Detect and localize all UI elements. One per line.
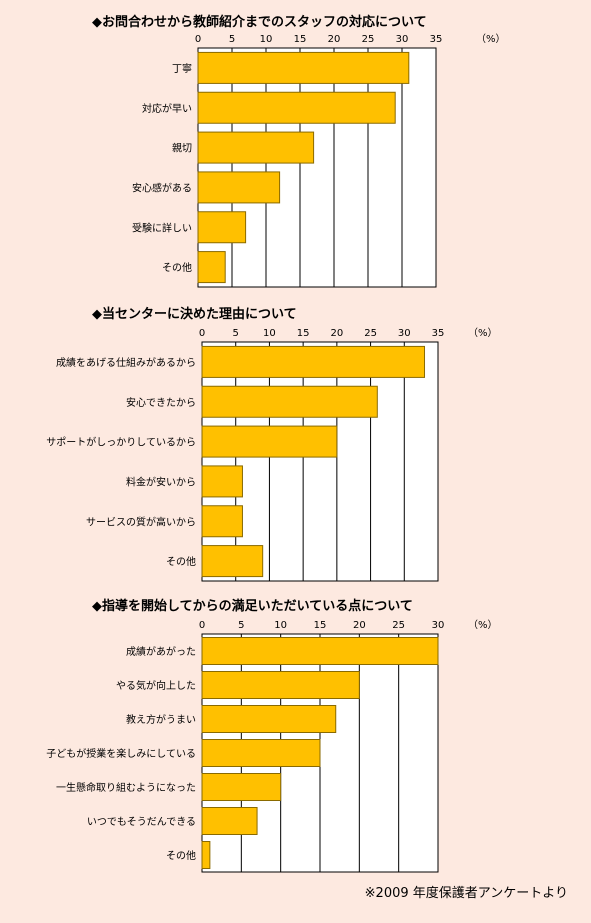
category-label: 成績があがった — [126, 645, 196, 658]
bar — [201, 385, 378, 418]
x-tick-label: 10 — [260, 34, 273, 45]
x-tick-label: 5 — [238, 620, 244, 631]
bar — [201, 505, 243, 538]
category-label: 安心できたから — [126, 396, 196, 409]
category-label: 安心感がある — [132, 181, 192, 194]
plot-area — [197, 47, 437, 288]
category-label: その他 — [162, 261, 192, 274]
chart-title: ◆指導を開始してからの満足いただいている点について — [92, 598, 413, 614]
unit-label: （%） — [476, 33, 506, 45]
bar — [201, 671, 360, 699]
category-label: 丁寧 — [172, 62, 192, 75]
chart-satisfaction-points: ◆指導を開始してからの満足いただいている点について 0 5 10 15 20 25 30 （%）… — [46, 598, 498, 873]
category-label: 料金が安いから — [126, 475, 196, 488]
bar — [201, 807, 258, 835]
category-label: その他 — [166, 555, 196, 568]
bar — [201, 345, 426, 378]
x-tick-label: 0 — [199, 620, 205, 631]
x-tick-label: 30 — [432, 620, 445, 631]
category-label: サービスの質が高いから — [86, 515, 196, 528]
bar — [197, 131, 315, 164]
bar — [201, 637, 439, 665]
category-label: 成績をあげる仕組みがあるから — [56, 356, 196, 369]
category-label: 対応が早い — [142, 102, 192, 115]
category-label: 子どもが授業を楽しみにしている — [46, 747, 196, 760]
category-label: 教え方がうまい — [126, 713, 196, 726]
x-tick-label: 35 — [432, 328, 445, 339]
x-tick-label: 35 — [430, 34, 443, 45]
category-label: 受験に詳しい — [132, 221, 192, 234]
x-tick-label: 25 — [392, 620, 405, 631]
bar — [201, 705, 337, 733]
plot-area — [201, 341, 439, 582]
x-tick-label: 0 — [195, 34, 201, 45]
bar — [201, 465, 243, 498]
bar — [197, 91, 396, 124]
x-tick-label: 15 — [314, 620, 327, 631]
bar — [201, 773, 282, 801]
x-tick-label: 0 — [199, 328, 205, 339]
x-tick-label: 10 — [274, 620, 287, 631]
category-label: サポートがしっかりしているから — [46, 436, 196, 449]
x-tick-label: 25 — [364, 328, 377, 339]
bar — [201, 425, 338, 458]
x-tick-label: 20 — [353, 620, 366, 631]
source-note: ※2009 年度保護者アンケートより — [365, 885, 568, 901]
category-label: 親切 — [172, 142, 192, 155]
category-label: その他 — [166, 849, 196, 862]
bar — [201, 841, 211, 869]
x-tick-label: 20 — [328, 34, 341, 45]
x-tick-label: 5 — [229, 34, 235, 45]
x-tick-label: 10 — [263, 328, 276, 339]
x-tick-label: 25 — [362, 34, 375, 45]
bar — [197, 51, 410, 84]
category-label: 一生懸命取り組むようになった — [56, 781, 196, 794]
x-tick-label: 5 — [233, 328, 239, 339]
x-tick-label: 15 — [294, 34, 307, 45]
bar — [201, 739, 321, 767]
x-tick-label: 20 — [330, 328, 343, 339]
chart-title: ◆当センターに決めた理由について — [92, 306, 297, 322]
bar — [197, 171, 281, 204]
category-label: やる気が向上した — [116, 679, 196, 692]
unit-label: （%） — [468, 327, 498, 339]
bar — [197, 211, 247, 244]
x-tick-label: 30 — [398, 328, 411, 339]
x-tick-label: 15 — [297, 328, 310, 339]
bar — [201, 545, 264, 578]
chart-staff-response: ◆お問合わせから教師紹介までのスタッフの対応について 0 5 10 15 20 25 30 35… — [92, 14, 506, 288]
bar — [197, 251, 226, 284]
x-tick-label: 30 — [396, 34, 409, 45]
category-label: いつでもそうだんできる — [87, 816, 196, 828]
unit-label: （%） — [468, 619, 498, 631]
chart-title: ◆お問合わせから教師紹介までのスタッフの対応について — [92, 14, 427, 30]
chart-selection-reasons: ◆当センターに決めた理由について 0 5 10 15 20 25 30 35 （%） 成績をあげる仕… — [46, 306, 498, 582]
